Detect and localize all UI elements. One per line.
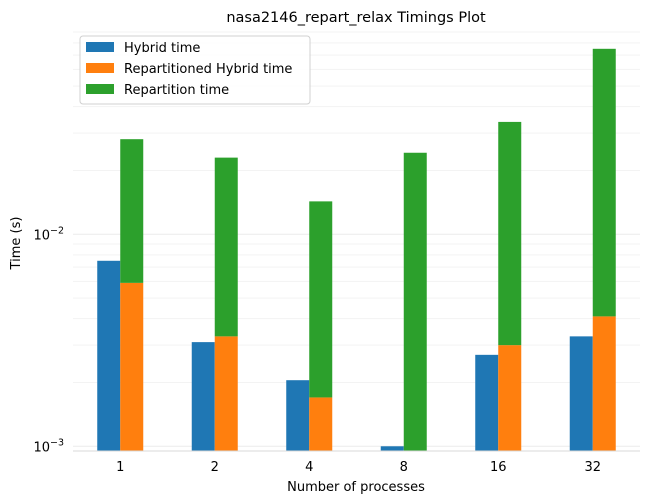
bar-hybrid-time-4 [286,380,310,451]
bar-hybrid-time-2 [191,342,215,451]
grid-lines [73,31,640,447]
bar-repartitioned-hybrid-time-4 [309,397,333,451]
bar-repartitioned-hybrid-time-2 [214,336,238,451]
legend-label: Repartition time [124,83,229,98]
x-axis-label: Number of processes [287,480,425,495]
legend-swatch [86,84,114,94]
bar-repartition-time-4 [309,201,333,398]
bar-repartition-time-8 [403,152,427,451]
y-tick-labels: 10−3 10−2 [33,225,64,455]
legend-label: Hybrid time [124,41,200,56]
bar-repartition-time-32 [592,48,616,317]
y-axis-label: Time (s) [9,217,24,271]
x-tick-label: 4 [305,460,313,475]
y-tick-label: 10−2 [33,225,64,243]
x-tick-label: 1 [116,460,124,475]
x-tick-label: 8 [400,460,408,475]
bars [97,48,616,451]
bar-repartitioned-hybrid-time-32 [592,316,616,451]
bar-hybrid-time-16 [475,354,499,451]
legend-swatch [86,63,114,73]
x-tick-label: 32 [584,460,601,475]
y-tick-label: 10−3 [33,437,64,455]
bar-hybrid-time-1 [97,260,121,451]
legend: Hybrid time Repartitioned Hybrid time Repa… [79,35,311,105]
bar-hybrid-time-32 [569,336,593,451]
legend-label: Repartitioned Hybrid time [124,62,292,77]
bar-repartition-time-16 [498,121,522,346]
x-tick-label: 16 [490,460,507,475]
bar-repartition-time-1 [120,139,144,283]
bar-repartition-time-2 [214,157,238,337]
bar-repartitioned-hybrid-time-1 [120,282,144,451]
bar-repartitioned-hybrid-time-16 [498,345,522,451]
bar-hybrid-time-8 [380,446,404,451]
x-tick-labels: 1 2 4 8 16 32 [116,460,601,475]
legend-swatch [86,42,114,52]
legend-box [79,35,311,105]
chart-title: nasa2146_repart_relax Timings Plot [226,10,486,26]
x-tick-label: 2 [211,460,219,475]
